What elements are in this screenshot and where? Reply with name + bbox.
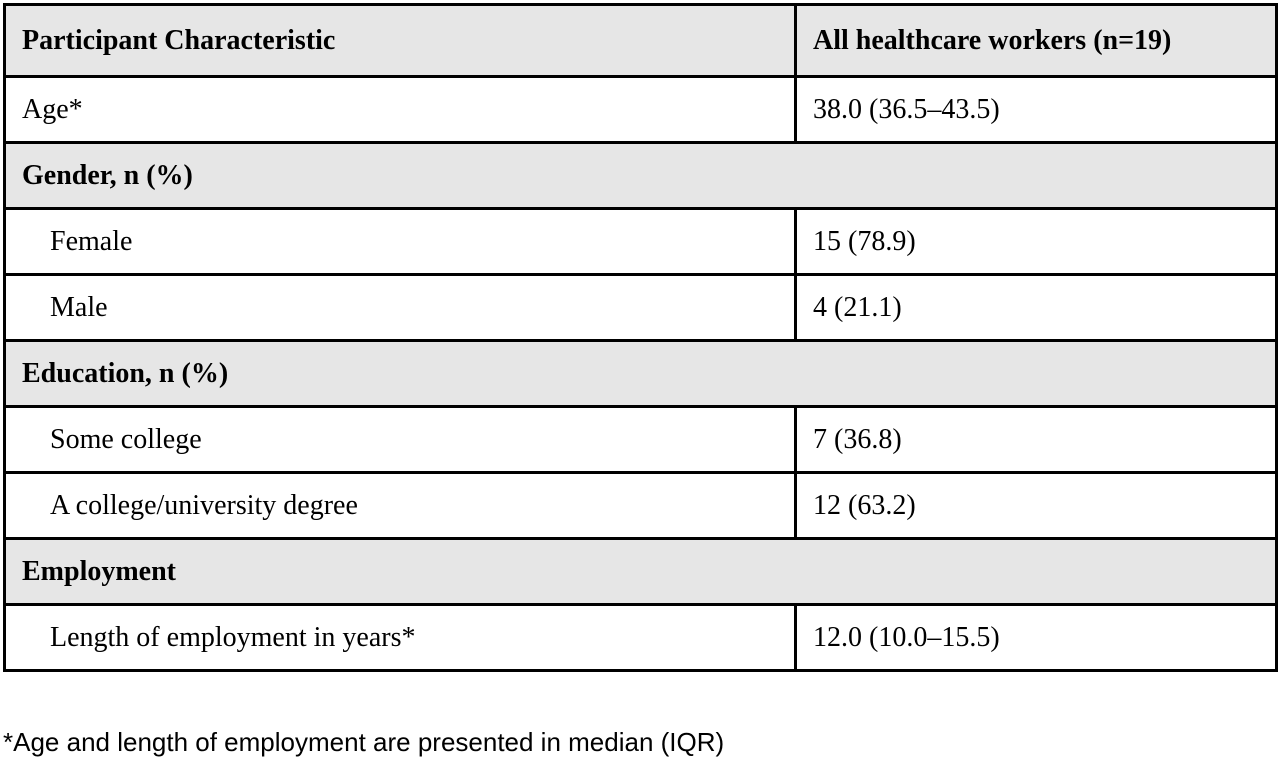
- table-row-length-of-employment: Length of employment in years* 12.0 (10.…: [3, 603, 1278, 672]
- header-participant-characteristic: Participant Characteristic: [3, 3, 797, 78]
- section-row-employment: Employment: [3, 537, 1278, 606]
- table-row-male: Male 4 (21.1): [3, 273, 1278, 342]
- row-label: Female: [3, 207, 797, 276]
- section-row-gender: Gender, n (%): [3, 141, 1278, 210]
- characteristics-table-container: Participant Characteristic All healthcar…: [3, 3, 1278, 672]
- row-label: A college/university degree: [3, 471, 797, 540]
- row-label: Male: [3, 273, 797, 342]
- table-footnote: *Age and length of employment are presen…: [3, 727, 725, 757]
- row-value: 4 (21.1): [794, 273, 1278, 342]
- row-value: 12 (63.2): [794, 471, 1278, 540]
- row-label: Length of employment in years*: [3, 603, 797, 672]
- row-value: 12.0 (10.0–15.5): [794, 603, 1278, 672]
- table-row-age: Age* 38.0 (36.5–43.5): [3, 75, 1278, 144]
- participant-characteristics-table: Participant Characteristic All healthcar…: [3, 3, 1278, 672]
- section-label: Gender, n (%): [3, 141, 1278, 210]
- table-row-some-college: Some college 7 (36.8): [3, 405, 1278, 474]
- table-header-row: Participant Characteristic All healthcar…: [3, 3, 1278, 78]
- header-all-healthcare-workers: All healthcare workers (n=19): [794, 3, 1278, 78]
- table-row-female: Female 15 (78.9): [3, 207, 1278, 276]
- row-value: 38.0 (36.5–43.5): [794, 75, 1278, 144]
- row-label: Age*: [3, 75, 797, 144]
- table-row-college-degree: A college/university degree 12 (63.2): [3, 471, 1278, 540]
- section-label: Employment: [3, 537, 1278, 606]
- row-label: Some college: [3, 405, 797, 474]
- section-label: Education, n (%): [3, 339, 1278, 408]
- row-value: 7 (36.8): [794, 405, 1278, 474]
- section-row-education: Education, n (%): [3, 339, 1278, 408]
- row-value: 15 (78.9): [794, 207, 1278, 276]
